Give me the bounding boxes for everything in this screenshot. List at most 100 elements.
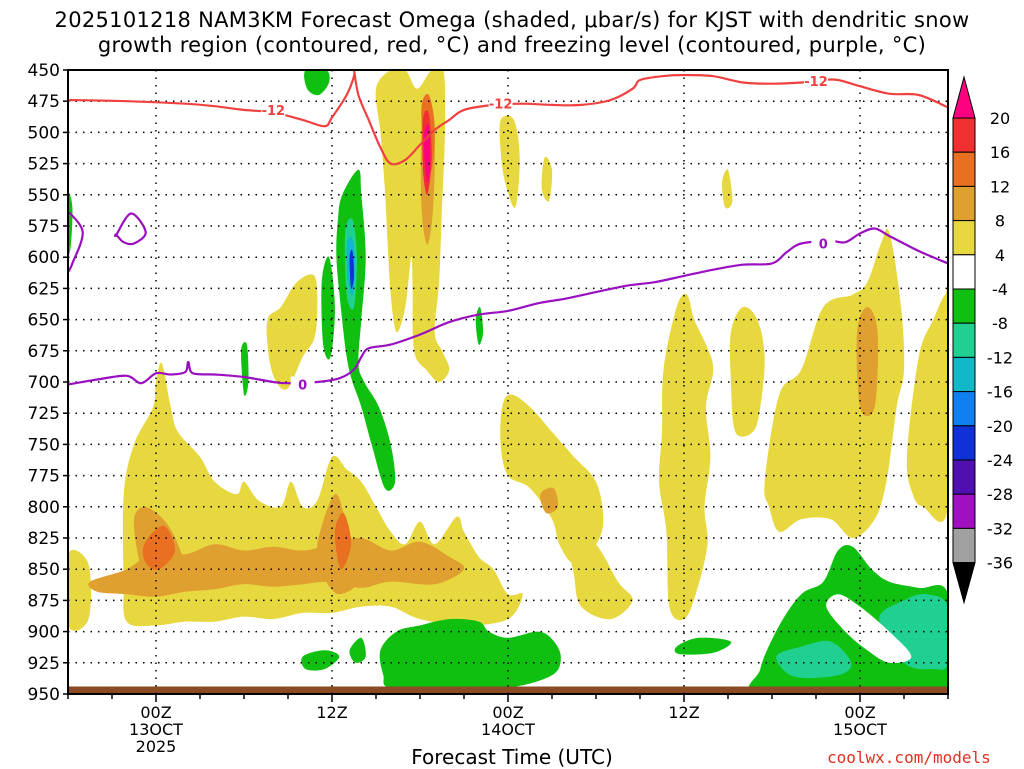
x-tick-label-6-2: 2025: [136, 737, 177, 756]
contour-label-3: 0: [298, 378, 307, 393]
omega-region-12: [906, 286, 948, 523]
omega-region-40: [826, 594, 912, 664]
omega-region-25: [68, 192, 73, 255]
contour-layer: -12 -12 -12 0 0: [68, 70, 948, 393]
ground-band: [68, 686, 948, 694]
y-tick-label-900: 900: [28, 623, 60, 643]
contour-label-4: 0: [819, 237, 828, 252]
y-tick-label-800: 800: [28, 498, 60, 518]
ground-layer: [68, 686, 948, 694]
colorbar-segment-10: [952, 425, 976, 461]
contour-0: [68, 70, 948, 166]
omega-region-32: [349, 249, 355, 290]
colorbar-label-6: -8: [992, 314, 1008, 333]
omega-region-4: [499, 115, 520, 208]
axis-layer: 450 475 500 525 550 575 600 625 650 675 700 725 750 7…: [28, 61, 949, 756]
contour-2: [68, 210, 84, 273]
x-tick-label-30-1: 14OCT: [481, 720, 535, 739]
colorbar-segment-11: [952, 459, 976, 495]
y-tick-label-625: 625: [28, 279, 60, 299]
y-tick-label-850: 850: [28, 560, 60, 580]
x-tick-label-54-0: 00Z: [844, 703, 875, 722]
y-tick-label-500: 500: [28, 123, 60, 143]
colorbar-label-5: -4: [992, 280, 1008, 299]
colorbar-label-3: 8: [995, 212, 1005, 231]
omega-region-35: [379, 618, 561, 689]
omega-region-38: [776, 640, 852, 679]
omega-region-10: [729, 306, 765, 437]
y-tick-label-925: 925: [28, 654, 60, 674]
omega-region-24: [304, 70, 330, 96]
colorbar-label-12: -32: [987, 519, 1013, 538]
y-tick-label-550: 550: [28, 186, 60, 206]
colorbar-segment-4: [952, 220, 976, 256]
omega-region-26: [241, 342, 249, 396]
x-tick-label-30-0: 00Z: [492, 703, 523, 722]
colorbar-label-4: 4: [995, 246, 1005, 265]
y-tick-label-675: 675: [28, 342, 60, 362]
omega-region-36: [674, 637, 732, 655]
omega-region-7: [565, 518, 633, 620]
colorbar-label-10: -24: [987, 451, 1013, 470]
y-tick-label-575: 575: [28, 217, 60, 237]
contour-label-bg-0: [261, 101, 286, 117]
colorbar-segment-6: [952, 288, 976, 324]
y-tick-label-725: 725: [28, 404, 60, 424]
colorbar-segment-3: [952, 185, 976, 222]
colorbar-label-2: 12: [990, 177, 1010, 196]
omega-region-19: [142, 525, 176, 570]
colorbar-top-arrow: [952, 75, 976, 119]
chart-subtitle: growth region (contoured, red, °C) and f…: [97, 33, 927, 57]
y-tick-label-750: 750: [28, 435, 60, 455]
contour-1: [68, 227, 948, 386]
omega-region-28: [321, 256, 335, 360]
omega-region-33: [301, 650, 340, 671]
omega-region-6: [500, 394, 604, 563]
x-tick-label-6-1: 13OCT: [129, 720, 183, 739]
colorbar-segment-9: [952, 391, 976, 427]
y-tick-label-525: 525: [28, 155, 60, 175]
colorbar-segment-13: [952, 527, 976, 564]
x-axis-label: Forecast Time (UTC): [411, 745, 613, 769]
colorbar-segment-2: [952, 151, 976, 187]
omega-region-17: [856, 307, 879, 417]
y-tick-label-650: 650: [28, 311, 60, 331]
colorbar-segment-8: [952, 356, 976, 393]
omega-region-34: [349, 637, 366, 663]
y-tick-label-600: 600: [28, 248, 60, 268]
x-tick-label-42-0: 12Z: [668, 703, 699, 722]
colorbar-segment-1: [952, 117, 976, 153]
contour-label-bg-2: [804, 73, 828, 89]
contour-label-bg-1: [488, 95, 513, 111]
contour-label-0: -12: [262, 104, 286, 119]
colorbar: 20 16 12 8 4 -4 -8 -12 -16 -20 -24 -28 -32 -36: [952, 75, 1013, 605]
colorbar-label-7: -12: [987, 348, 1013, 367]
omega-region-3: [375, 70, 450, 382]
x-tick-label-18-0: 12Z: [316, 703, 347, 722]
y-tick-label-875: 875: [28, 591, 60, 611]
y-tick-label-700: 700: [28, 373, 60, 393]
x-tick-label-54-1: 15OCT: [833, 720, 887, 739]
omega-region-9: [722, 169, 733, 209]
shaded-omega-layer: [68, 70, 948, 694]
colorbar-label-11: -28: [987, 485, 1013, 504]
x-tick-label-6-0: 00Z: [140, 703, 171, 722]
colorbar-label-0: 20: [990, 109, 1010, 128]
y-tick-label-475: 475: [28, 92, 60, 112]
credit-text: coolwx.com/models: [827, 748, 991, 767]
y-tick-label-775: 775: [28, 467, 60, 487]
contour-label-2: -12: [804, 75, 828, 90]
omega-region-2: [266, 274, 318, 390]
colorbar-label-13: -36: [987, 554, 1013, 573]
colorbar-bottom-arrow: [952, 562, 976, 605]
y-tick-label-825: 825: [28, 529, 60, 549]
omega-region-29: [475, 306, 484, 345]
omega-region-16: [540, 487, 559, 514]
omega-region-5: [541, 156, 553, 202]
contour-label-bg-4: [811, 235, 836, 251]
y-tick-label-450: 450: [28, 61, 60, 81]
chart-title: 2025101218 NAM3KM Forecast Omega (shaded…: [54, 8, 970, 32]
y-tick-label-950: 950: [28, 685, 60, 705]
colorbar-label-8: -16: [987, 383, 1013, 402]
